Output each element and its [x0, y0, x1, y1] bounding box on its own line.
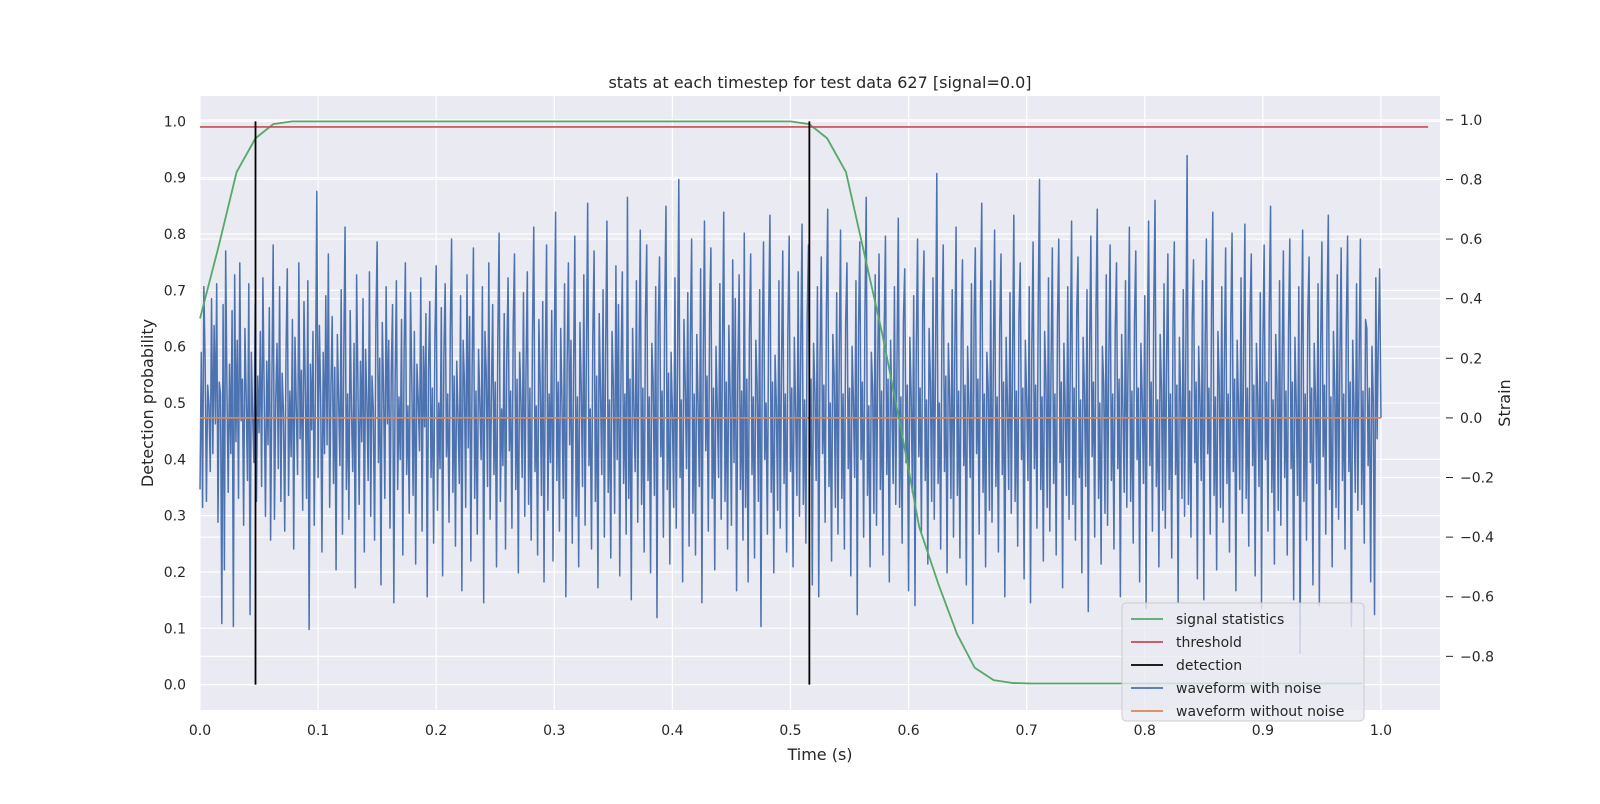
x-tick-label: 0.2	[425, 723, 447, 739]
x-tick-label: 1.0	[1370, 723, 1392, 739]
y-tick-label: 0.1	[164, 621, 186, 637]
y-tick-label: 0.0	[164, 678, 186, 694]
y-tick-label: 0.5	[164, 396, 186, 412]
y2-tick-label: 0.0	[1460, 411, 1482, 427]
y-tick-label: 1.0	[164, 114, 186, 130]
series-waveform-with-noise	[199, 154, 1382, 655]
series-layer	[199, 120, 1429, 685]
y2-tick-label: −0.6	[1460, 590, 1494, 606]
x-tick-label: 0.5	[779, 723, 801, 739]
y-tick-label: 0.9	[164, 171, 186, 187]
y-axis-label: Detection probability	[138, 319, 157, 487]
y-tick-label: 0.3	[164, 509, 186, 525]
x-tick-label: 0.6	[897, 723, 919, 739]
x-tick-label: 0.3	[543, 723, 565, 739]
legend-label-waveform-with-noise: waveform with noise	[1176, 681, 1321, 697]
y2-tick-label: 0.8	[1460, 172, 1482, 188]
y2-tick-label: 0.6	[1460, 232, 1482, 248]
y-axis-ticks: 0.0 0.1 0.2 0.3 0.4 0.5 0.6 0.7 0.8 0.9 1.0	[164, 114, 186, 693]
x-axis-label: Time (s)	[786, 745, 852, 764]
y-tick-label: 0.4	[164, 452, 186, 468]
legend-box	[1121, 602, 1365, 722]
y-tick-label: 0.6	[164, 340, 186, 356]
legend-label-threshold: threshold	[1176, 635, 1242, 651]
y-tick-label: 0.8	[164, 227, 186, 243]
y2-tick-label: 0.2	[1460, 351, 1482, 367]
y2-tick-label: −0.8	[1460, 649, 1494, 665]
x-tick-label: 0.7	[1016, 723, 1038, 739]
series-signal-statistics	[199, 120, 1363, 685]
y2-tick-label: −0.2	[1460, 471, 1494, 487]
y2-tick-label: 1.0	[1460, 113, 1482, 129]
y-tick-label: 0.2	[164, 565, 186, 581]
y2-tick-label: −0.4	[1460, 530, 1494, 546]
x-tick-label: 0.8	[1134, 723, 1156, 739]
y-tick-label: 0.7	[164, 283, 186, 299]
x-tick-label: 0.4	[661, 723, 683, 739]
x-tick-label: 0.1	[307, 723, 329, 739]
x-tick-label: 0.9	[1252, 723, 1274, 739]
legend-items: signal statistics threshold detection wavef…	[1131, 612, 1344, 720]
legend-label-waveform-without-noise: waveform without noise	[1176, 704, 1344, 720]
x-axis-ticks: 0.0 0.1 0.2 0.3 0.4 0.5 0.6 0.7 0.8 0.9 1.0	[189, 723, 1392, 739]
legend-label-detection: detection	[1176, 658, 1242, 674]
y2-tick-label: 0.4	[1460, 292, 1482, 308]
legend: signal statistics threshold detection wavef…	[1121, 602, 1365, 722]
chart-title: stats at each timestep for test data 627…	[608, 73, 1031, 92]
legend-label-signal-statistics: signal statistics	[1176, 612, 1284, 628]
y2-axis-ticks: −0.8 −0.6 −0.4 −0.2 0.0 0.2 0.4 0.6 0.8 1.0	[1446, 113, 1494, 665]
x-tick-label: 0.0	[189, 723, 211, 739]
y2-axis-label: Strain	[1495, 379, 1514, 426]
